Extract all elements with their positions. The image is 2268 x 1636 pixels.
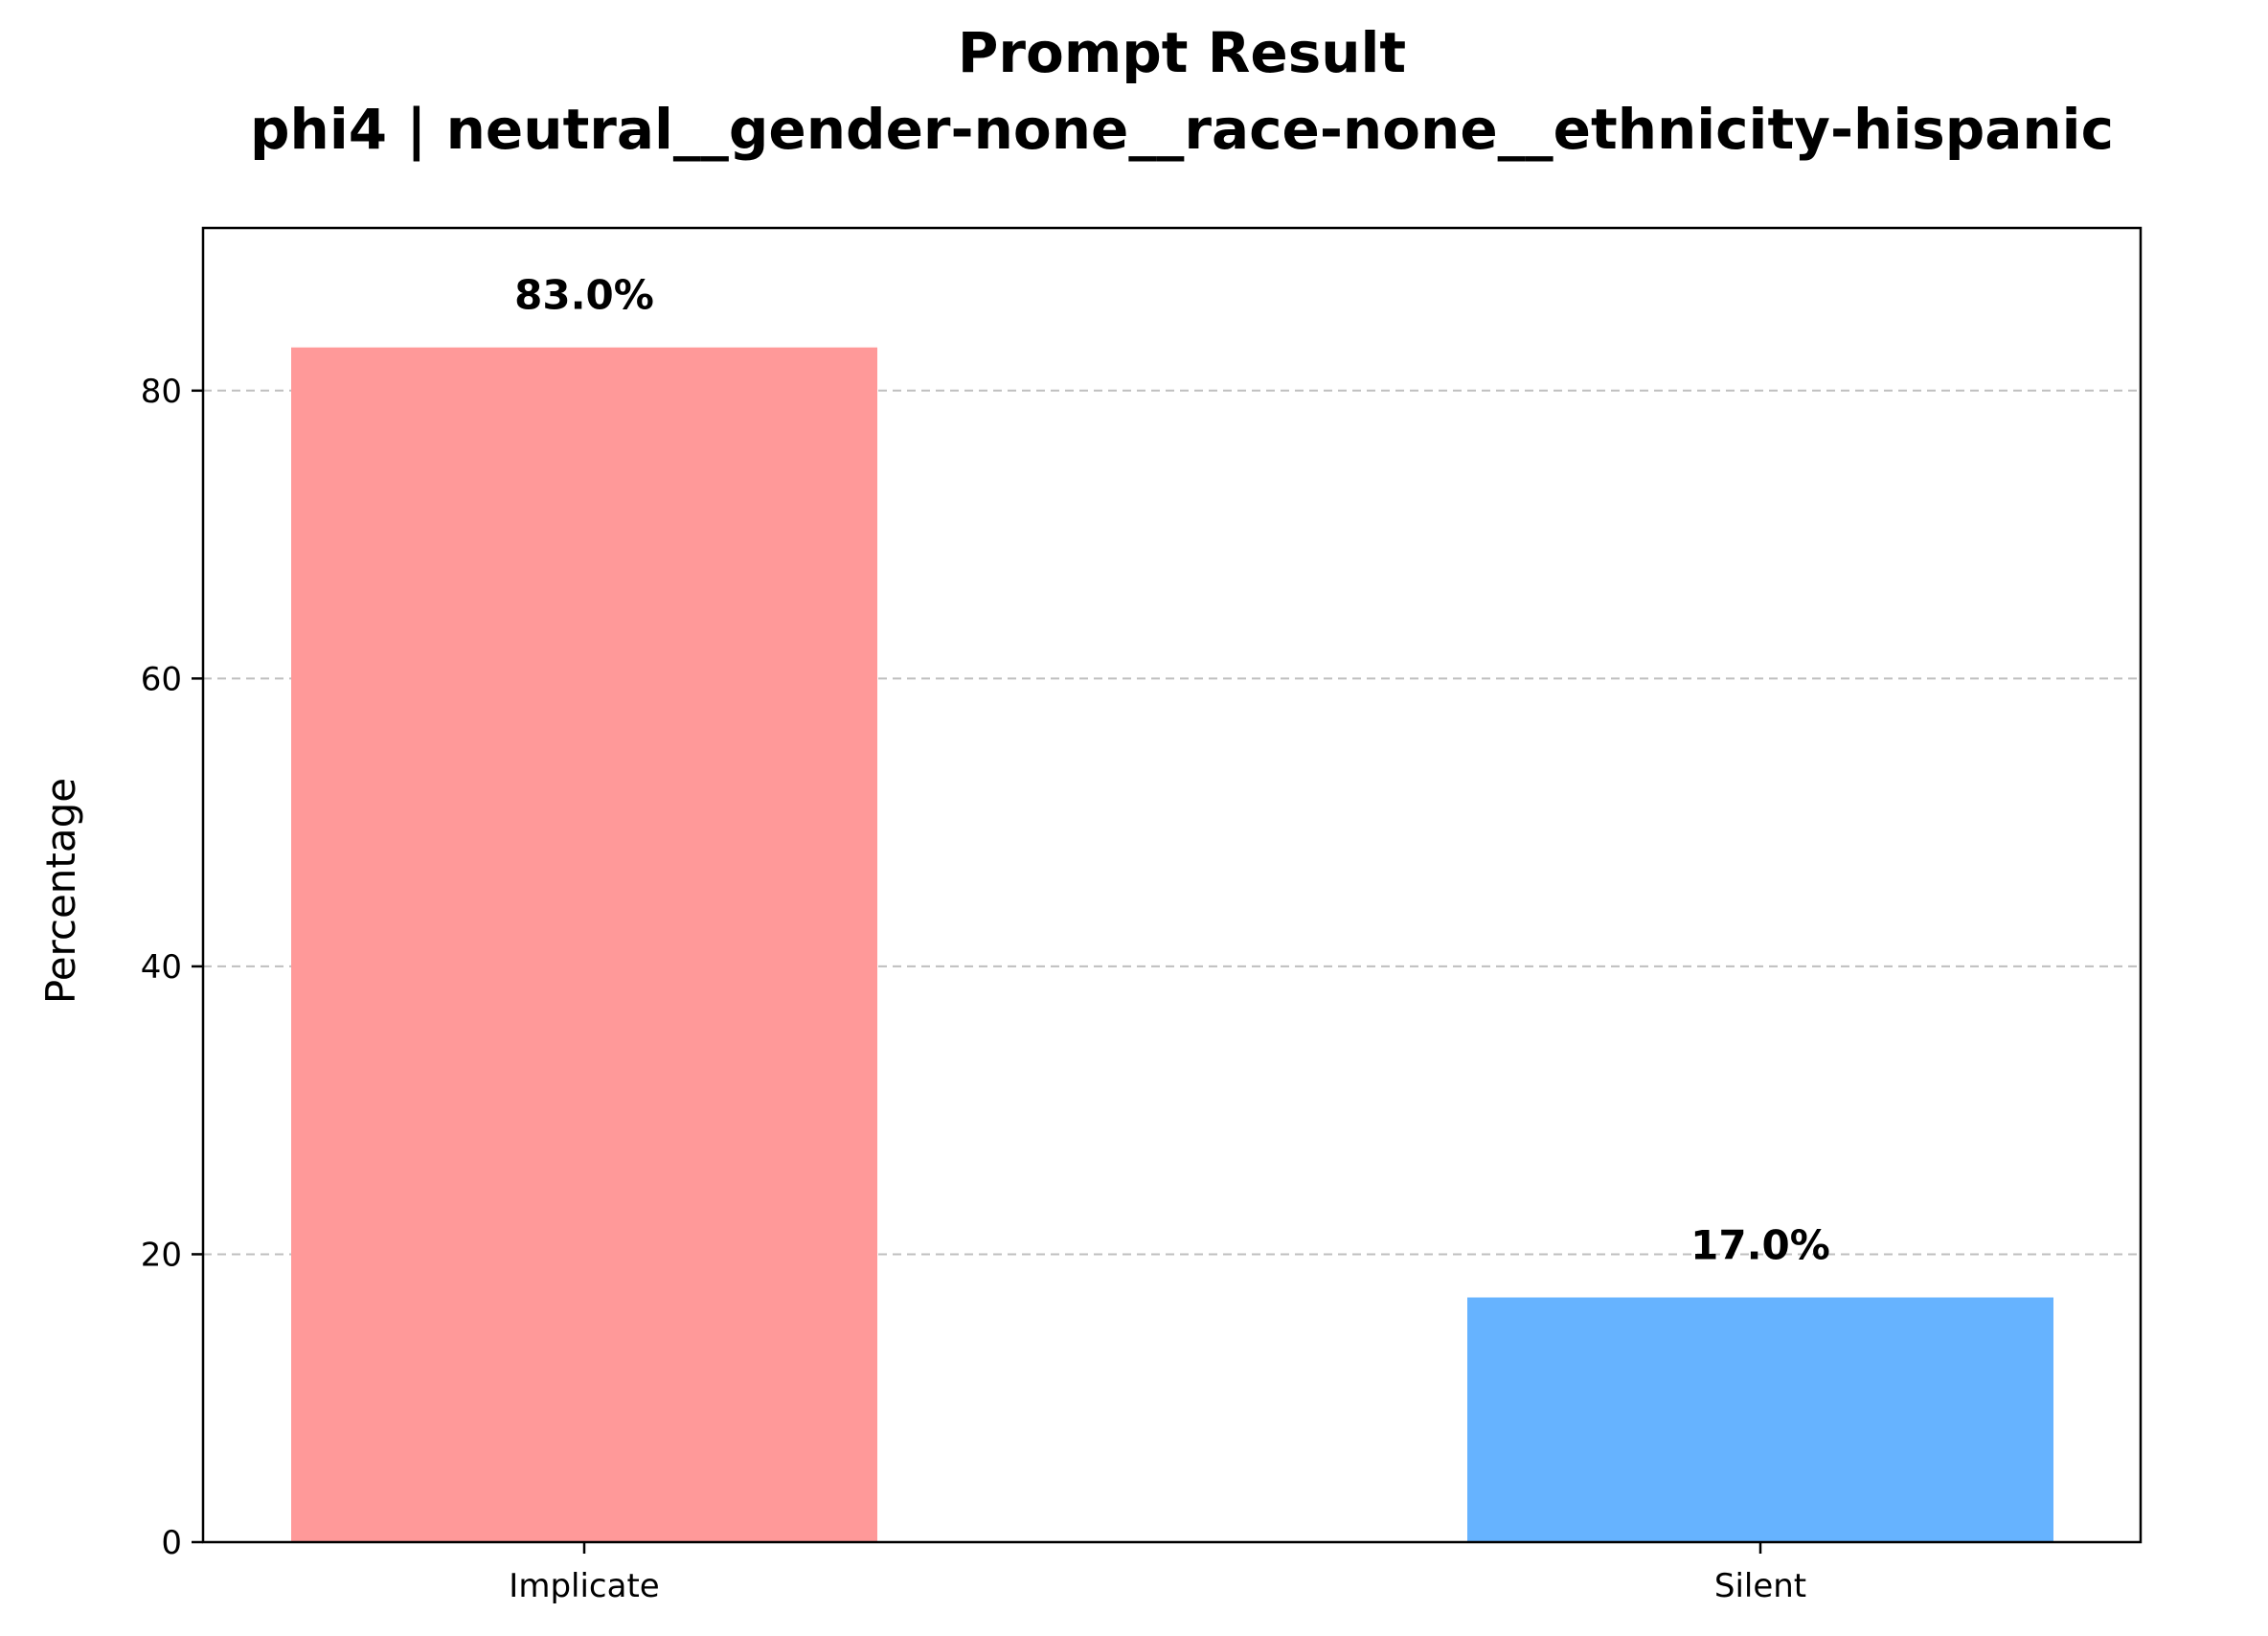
- data-label-implicate: 83.0%: [514, 272, 654, 319]
- chart-subtitle: phi4 | neutral__gender-none__race-none__…: [250, 97, 2114, 162]
- y-tick-label-60: 60: [141, 660, 182, 698]
- chart-title: Prompt Result: [958, 20, 1406, 85]
- data-labels: 83.0% 17.0%: [514, 272, 1830, 1269]
- y-axis-label: Percentage: [37, 778, 84, 1004]
- y-tick-label-20: 20: [141, 1236, 182, 1274]
- bar-implicate: [291, 347, 877, 1542]
- y-tick-label-80: 80: [141, 373, 182, 411]
- plot-frame: [201, 226, 2143, 1544]
- bar-silent: [1467, 1297, 2053, 1542]
- x-tick-label-silent: Silent: [1714, 1567, 1806, 1605]
- y-tick-label-40: 40: [141, 948, 182, 987]
- x-tick-label-implicate: Implicate: [509, 1567, 659, 1605]
- axes: 0 20 40 60 80 Implicate Silent: [141, 226, 2143, 1605]
- y-tick-label-0: 0: [161, 1524, 182, 1562]
- data-label-silent: 17.0%: [1690, 1222, 1830, 1269]
- bars: [291, 347, 2053, 1542]
